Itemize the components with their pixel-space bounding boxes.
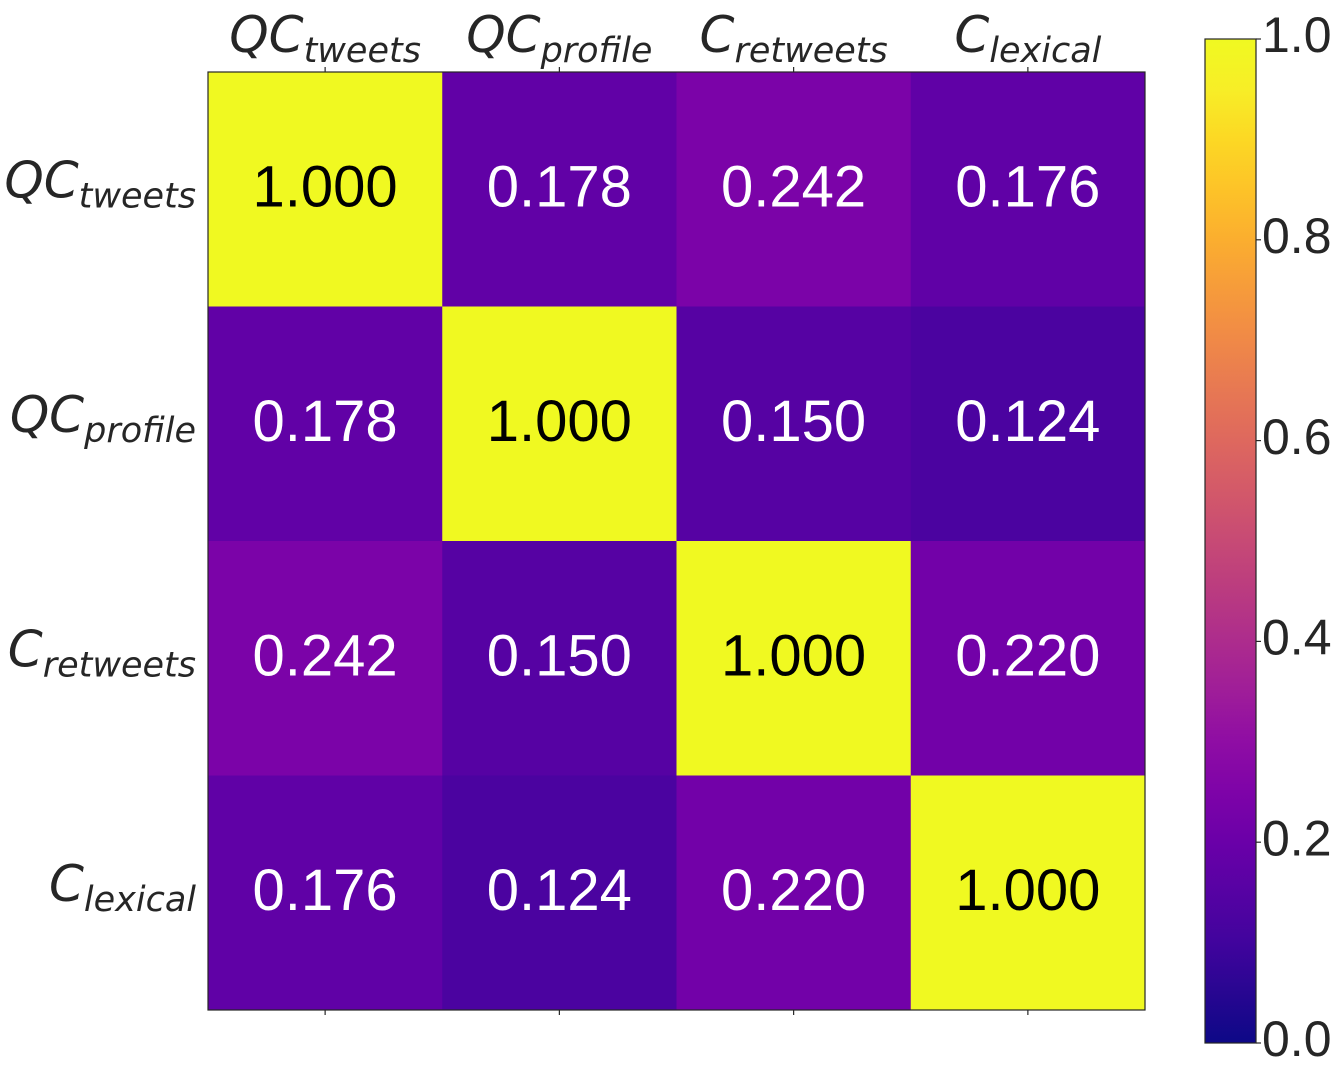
x-tick-label: Clexical [954, 6, 1101, 71]
cell-value-label: 0.150 [721, 389, 866, 454]
heatmap-cell-r1-c1 [442, 306, 677, 542]
heatmap-cell-r1-c2 [676, 306, 912, 542]
cell-value-label: 1.000 [721, 624, 866, 689]
colorbar-tick-label: 0.6 [1262, 409, 1332, 465]
y-tick-label: Clexical [49, 855, 196, 920]
heatmap-cells [208, 72, 1146, 1011]
heatmap-cell-r1-c0 [208, 306, 443, 542]
heatmap-cell-r2-c1 [442, 541, 677, 776]
colorbar-tick-label: 0.8 [1262, 208, 1332, 264]
colorbar-tick-label: 0.4 [1262, 610, 1332, 666]
heatmap-cell-r2-c2 [676, 541, 912, 776]
colorbar-tick-label: 0.0 [1262, 1011, 1332, 1067]
cell-value-label: 0.124 [955, 389, 1100, 454]
cell-value-label: 0.242 [253, 624, 398, 689]
heatmap-cell-r3-c1 [442, 775, 677, 1011]
heatmap-cell-r0-c3 [910, 72, 1146, 307]
cell-value-label: 0.150 [487, 624, 632, 689]
cell-value-label: 0.178 [487, 155, 632, 220]
colorbar-tick-label: 1.0 [1262, 7, 1332, 63]
cell-value-label: 0.178 [253, 389, 398, 454]
cell-value-label: 0.176 [253, 858, 398, 923]
heatmap-cell-r0-c0 [208, 72, 443, 307]
cell-value-label: 1.000 [955, 858, 1100, 923]
heatmap-cell-r1-c3 [910, 306, 1146, 542]
heatmap-cell-r0-c2 [676, 72, 912, 307]
y-axis-labels: QCtweets QCprofile Cretweets Clexical [4, 151, 196, 920]
heatmap-cell-r0-c1 [442, 72, 677, 307]
y-tick-label: Cretweets [8, 620, 196, 685]
cell-value-label: 0.176 [955, 155, 1100, 220]
colorbar: 0.0 0.2 0.4 0.6 0.8 1.0 [1204, 7, 1332, 1067]
cell-value-label: 1.000 [487, 389, 632, 454]
y-tick-label: QCtweets [4, 151, 196, 216]
x-tick-label: Cretweets [700, 6, 888, 71]
heatmap-cell-r3-c0 [208, 775, 443, 1011]
y-tick-label: QCprofile [10, 386, 196, 451]
heatmap-cell-labels: 1.000 0.178 0.242 0.176 0.178 1.000 0.150 0.124… [253, 155, 1101, 924]
heatmap-cell-r3-c2 [676, 775, 912, 1011]
cell-value-label: 0.242 [721, 155, 866, 220]
x-tick-label: QCtweets [229, 6, 421, 71]
x-axis-ticks [324, 67, 1029, 1015]
cell-value-label: 0.220 [721, 858, 866, 923]
colorbar-tick-label: 0.2 [1262, 810, 1332, 866]
heatmap-cell-r2-c0 [208, 541, 443, 776]
cell-value-label: 0.220 [955, 624, 1100, 689]
x-tick-label: QCprofile [466, 6, 652, 71]
x-axis-labels: QCtweets QCprofile Cretweets Clexical [229, 6, 1101, 71]
cell-value-label: 1.000 [253, 155, 398, 220]
plot-frame [207, 71, 1146, 1011]
colorbar-gradient [1204, 38, 1257, 1044]
cell-value-label: 0.124 [487, 858, 632, 923]
heatmap-cell-r3-c3 [910, 775, 1146, 1011]
heatmap-cell-r2-c3 [910, 541, 1146, 776]
